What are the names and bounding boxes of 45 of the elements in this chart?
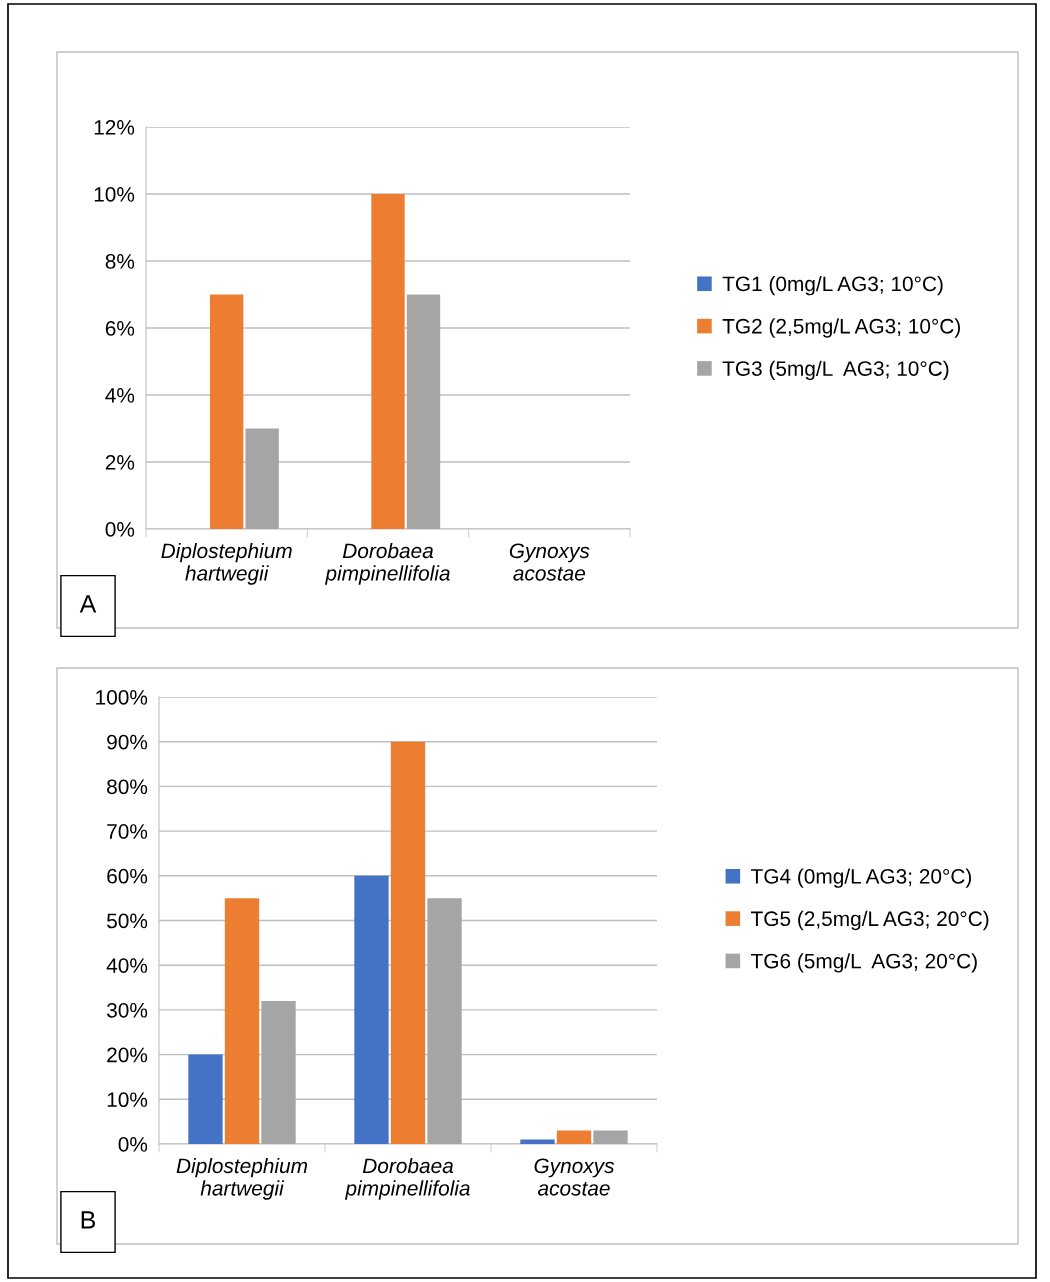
x-tick-label: Dorobaea pimpinellifolia xyxy=(344,1157,470,1200)
y-tick-label: 10% xyxy=(107,1092,148,1108)
y-tick-label: 70% xyxy=(107,824,148,839)
y-tick-label: 60% xyxy=(107,868,148,884)
y-tick-label: 50% xyxy=(107,913,148,929)
y-tick-label: 90% xyxy=(107,734,148,750)
y-tick-label: 80% xyxy=(107,779,148,795)
y-tick-label: 10% xyxy=(94,187,135,202)
legend-label: TG1 (0mg/L AG3; 10°C) xyxy=(722,275,943,296)
x-tick-label: Dorobaea pimpinellifolia xyxy=(324,542,450,585)
text: A xyxy=(79,595,97,613)
bar xyxy=(209,294,244,529)
legend-label: TG4 (0mg/L AG3; 20°C) xyxy=(751,868,972,888)
legend-label: TG5 (2,5mg/L AG3; 20°C) xyxy=(751,910,989,931)
bar xyxy=(406,294,441,529)
legend-label: TG6 (5mg/L AG3; 20°C) xyxy=(751,953,977,973)
y-tick-label: 0% xyxy=(105,522,135,537)
legend-label: TG2 (2,5mg/L AG3; 10°C) xyxy=(722,318,960,338)
x-tick-label: Gynoxys acostae xyxy=(534,1158,615,1196)
text: B xyxy=(81,1211,96,1229)
y-tick-label: 6% xyxy=(105,321,135,336)
x-tick-label: Gynoxys acostae xyxy=(509,543,590,581)
bar xyxy=(188,1054,223,1144)
bar xyxy=(593,1130,628,1144)
bar xyxy=(520,1139,555,1144)
bar xyxy=(245,428,279,529)
y-tick-label: 12% xyxy=(94,120,135,135)
legend-label: TG3 (5mg/L AG3; 10°C) xyxy=(722,360,949,381)
bar xyxy=(224,898,260,1144)
bar xyxy=(371,194,405,529)
y-tick-label: 100% xyxy=(96,690,148,705)
y-tick-label: 2% xyxy=(105,455,135,470)
y-tick-label: 0% xyxy=(118,1137,148,1152)
x-tick-label: Diplostephium hartwegii xyxy=(176,1157,308,1200)
x-tick-label: Diplostephium hartwegii xyxy=(161,542,292,585)
y-tick-label: 4% xyxy=(105,388,135,403)
bar xyxy=(556,1130,592,1144)
y-tick-label: 20% xyxy=(107,1047,148,1063)
y-tick-label: 30% xyxy=(106,1002,148,1018)
bar xyxy=(261,1000,296,1144)
bar xyxy=(390,741,426,1144)
y-tick-label: 8% xyxy=(105,254,135,269)
bar xyxy=(427,898,462,1144)
y-tick-label: 40% xyxy=(106,958,148,973)
bar xyxy=(354,875,389,1144)
